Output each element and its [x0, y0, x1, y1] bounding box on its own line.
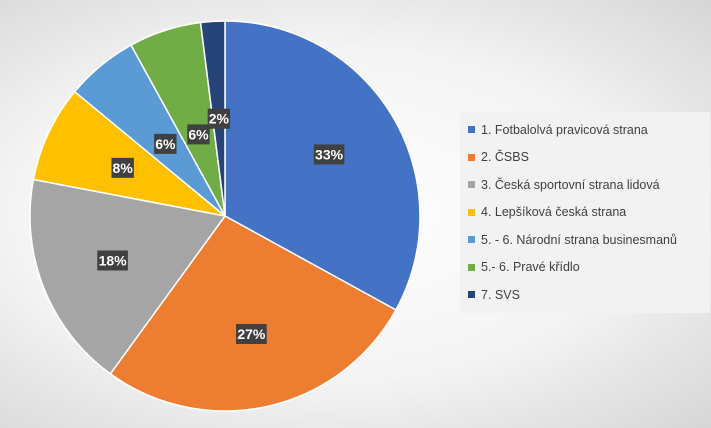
slice-label-box-2	[236, 323, 267, 344]
legend-item-1: 1. Fotbalolvá pravicová strana	[464, 116, 704, 144]
legend-label-3: 3. Česká sportovní strana lidová	[481, 177, 660, 192]
legend-swatch-7	[468, 291, 475, 299]
legend-item-3: 3. Česká sportovní strana lidová	[464, 171, 704, 199]
slice-data-label-2: 27%	[236, 323, 267, 344]
chart-legend: 1. Fotbalolvá pravicová strana 2. ČSBS 3. …	[460, 112, 710, 313]
slice-label-box-4	[111, 157, 134, 178]
legend-label-7: 7. SVS	[481, 287, 520, 302]
slice-label-text-2: 27%	[237, 326, 266, 342]
slice-data-label-3: 18%	[97, 250, 128, 271]
pie-slice-1	[224, 20, 421, 311]
slice-label-box-7	[207, 108, 231, 129]
legend-label-5: 5. - 6. Národní strana businesmanů	[481, 232, 677, 247]
legend-label-1: 1. Fotbalolvá pravicová strana	[481, 122, 648, 137]
slice-data-label-1: 33%	[313, 144, 345, 165]
slice-data-label-5: 6%	[154, 133, 177, 154]
legend-swatch-5	[468, 236, 475, 244]
slice-data-label-7: 2%	[207, 108, 231, 129]
slice-data-label-6: 6%	[187, 124, 210, 145]
pie-slice-2	[109, 215, 397, 412]
slice-label-text-4: 8%	[113, 160, 134, 176]
legend-item-4: 4. Lepšíková česká strana	[464, 199, 704, 227]
legend-item-5: 5. - 6. Národní strana businesmanů	[464, 226, 704, 254]
slice-data-label-4: 8%	[111, 157, 134, 178]
legend-item-2: 2. ČSBS	[464, 144, 704, 172]
legend-swatch-4	[468, 208, 475, 216]
slice-label-box-6	[187, 124, 210, 145]
slice-label-text-5: 6%	[155, 136, 176, 152]
legend-label-4: 4. Lepšíková česká strana	[481, 205, 627, 220]
legend-swatch-3	[468, 181, 475, 189]
slice-label-box-3	[97, 250, 128, 271]
slice-label-text-7: 2%	[209, 111, 230, 127]
slice-label-box-5	[154, 133, 177, 154]
slice-label-text-1: 33%	[315, 146, 344, 162]
legend-swatch-2	[468, 153, 475, 161]
legend-label-6: 5.- 6. Pravé křídlo	[481, 260, 580, 275]
legend-swatch-1	[468, 126, 475, 134]
legend-item-6: 5.- 6. Pravé křídlo	[464, 254, 704, 282]
pie-slice-3	[29, 178, 227, 375]
slice-label-text-3: 18%	[99, 253, 128, 269]
legend-swatch-6	[468, 263, 475, 271]
slice-label-text-6: 6%	[188, 126, 209, 142]
legend-label-2: 2. ČSBS	[481, 150, 529, 165]
slice-label-box-1	[313, 144, 345, 165]
legend-item-7: 7. SVS	[464, 281, 704, 309]
pie-slice-4	[32, 90, 226, 217]
